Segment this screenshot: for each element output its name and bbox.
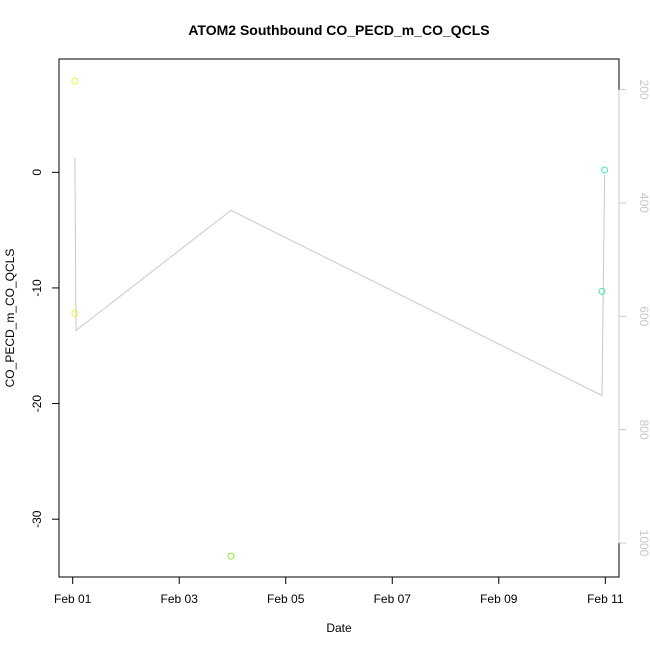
x-tick-label: Feb 07 [374, 592, 412, 606]
plot-area-frame [58, 58, 620, 578]
y2-tick-label: 1000 [637, 530, 650, 557]
y-tick-label: -10 [30, 279, 44, 297]
y-axis-label: CO_PECD_m_CO_QCLS [3, 249, 17, 388]
y2-tick-label: 600 [637, 306, 650, 326]
x-tick-label: Feb 11 [587, 592, 624, 606]
data-point [601, 166, 609, 174]
data-point [71, 77, 79, 85]
y2-tick-label: 200 [637, 80, 650, 100]
y-tick-label: 0 [30, 169, 44, 176]
y2-tick-label: 400 [637, 193, 650, 213]
data-point [71, 309, 79, 317]
y2-axis: 200 400 600 800 1000 [618, 80, 650, 557]
x-tick-label: Feb 09 [480, 592, 518, 606]
data-point [227, 552, 235, 560]
y-axis: 0 -10 -20 -30 [30, 169, 60, 528]
y2-tick-label: 800 [637, 420, 650, 440]
x-tick-label: Feb 03 [161, 592, 199, 606]
chart-title: ATOM2 Southbound CO_PECD_m_CO_QCLS [188, 22, 489, 38]
x-axis: Feb 01 Feb 03 Feb 05 Feb 07 Feb 09 Feb 11 [54, 576, 624, 606]
data-point [598, 287, 606, 295]
x-tick-label: Feb 05 [267, 592, 305, 606]
data-points-group [71, 77, 609, 560]
x-tick-label: Feb 01 [54, 592, 92, 606]
y-tick-label: -20 [30, 395, 44, 413]
y-tick-label: -30 [30, 510, 44, 528]
y2-series-line [74, 157, 606, 397]
y2-series-line-group [74, 157, 606, 397]
x-axis-label: Date [326, 621, 352, 635]
